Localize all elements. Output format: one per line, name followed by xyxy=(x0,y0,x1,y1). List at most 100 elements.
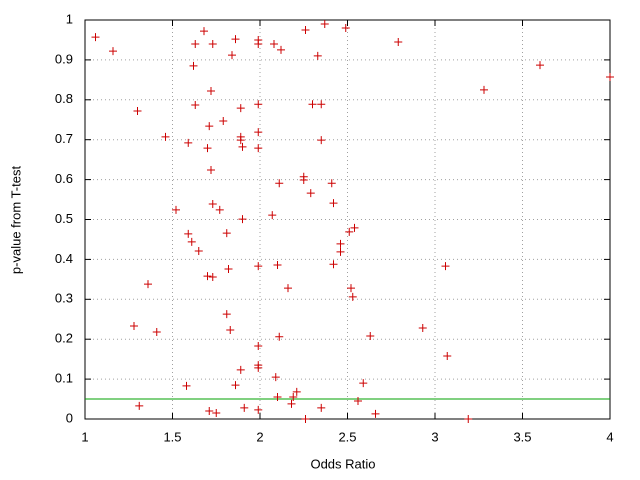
point xyxy=(418,324,427,333)
point xyxy=(219,116,228,125)
point xyxy=(161,132,170,141)
point xyxy=(317,100,326,109)
y-tick-label: 0.3 xyxy=(55,291,73,306)
point xyxy=(200,27,208,36)
point xyxy=(287,399,296,408)
point xyxy=(205,407,214,416)
point xyxy=(191,100,200,109)
point xyxy=(308,100,317,109)
point xyxy=(236,104,245,113)
point xyxy=(236,136,245,145)
y-axis-label: p-value from T-test xyxy=(8,166,23,275)
point xyxy=(208,199,217,208)
point xyxy=(606,73,614,82)
point xyxy=(240,403,249,412)
point xyxy=(203,272,212,281)
point xyxy=(208,39,217,48)
point xyxy=(275,332,284,341)
point xyxy=(222,310,231,319)
point xyxy=(203,144,212,153)
x-tick-label: 1 xyxy=(81,429,88,444)
point xyxy=(222,229,231,238)
point xyxy=(329,260,338,269)
point xyxy=(144,280,152,289)
point xyxy=(359,379,368,388)
x-tick-label: 1.5 xyxy=(163,429,181,444)
y-tick-label: 0.2 xyxy=(55,331,73,346)
y-tick-label: 0.7 xyxy=(55,131,73,146)
point xyxy=(536,61,544,70)
point xyxy=(464,415,473,423)
point xyxy=(91,33,100,42)
point xyxy=(172,205,180,214)
point xyxy=(254,341,263,350)
point xyxy=(254,39,263,48)
x-tick-label: 3.5 xyxy=(513,429,531,444)
point xyxy=(366,332,375,341)
point xyxy=(194,247,203,256)
point xyxy=(336,239,345,248)
point xyxy=(189,61,198,70)
point xyxy=(320,19,329,28)
y-tick-label: 0.6 xyxy=(55,171,73,186)
point xyxy=(191,39,200,48)
x-tick-label: 3 xyxy=(431,429,438,444)
point xyxy=(231,35,240,44)
point xyxy=(135,401,144,410)
point xyxy=(273,260,282,269)
point xyxy=(254,128,263,137)
point xyxy=(208,272,217,281)
point xyxy=(182,381,191,390)
point xyxy=(348,292,357,301)
plot-frame xyxy=(84,19,611,420)
x-tick-label: 4 xyxy=(606,429,613,444)
point xyxy=(238,215,247,224)
point xyxy=(254,100,263,109)
point xyxy=(207,166,215,175)
point xyxy=(441,262,450,271)
x-tick-label: 2.5 xyxy=(338,429,356,444)
y-tick-label: 0.9 xyxy=(55,51,73,66)
x-axis-label: Odds Ratio xyxy=(310,456,375,471)
point xyxy=(371,409,380,418)
point xyxy=(207,87,215,96)
point xyxy=(301,25,310,34)
point xyxy=(226,326,235,335)
point xyxy=(133,106,142,115)
point xyxy=(394,37,403,46)
point xyxy=(236,365,245,374)
point xyxy=(187,237,196,246)
point xyxy=(336,247,345,256)
point xyxy=(284,284,292,293)
point xyxy=(130,322,138,331)
point xyxy=(341,23,350,32)
point xyxy=(184,138,193,147)
point xyxy=(212,409,221,418)
point xyxy=(215,205,224,214)
point xyxy=(329,199,338,208)
point xyxy=(317,403,326,412)
point xyxy=(152,328,161,337)
point xyxy=(354,397,362,406)
point xyxy=(347,284,355,293)
point xyxy=(480,85,488,94)
point xyxy=(184,229,193,238)
point xyxy=(254,262,263,271)
point xyxy=(271,373,280,382)
point xyxy=(313,51,322,60)
y-tick-label: 1 xyxy=(66,11,73,26)
x-tick-label: 2 xyxy=(256,429,263,444)
y-tick-label: 0.4 xyxy=(55,251,73,266)
point xyxy=(275,179,284,188)
y-tick-label: 0 xyxy=(66,410,73,425)
point xyxy=(254,405,263,414)
point xyxy=(277,45,285,54)
point xyxy=(228,51,236,60)
point xyxy=(306,189,315,198)
point xyxy=(292,387,301,396)
point xyxy=(289,393,298,402)
point xyxy=(273,393,282,402)
point xyxy=(270,39,278,48)
point xyxy=(268,211,277,220)
